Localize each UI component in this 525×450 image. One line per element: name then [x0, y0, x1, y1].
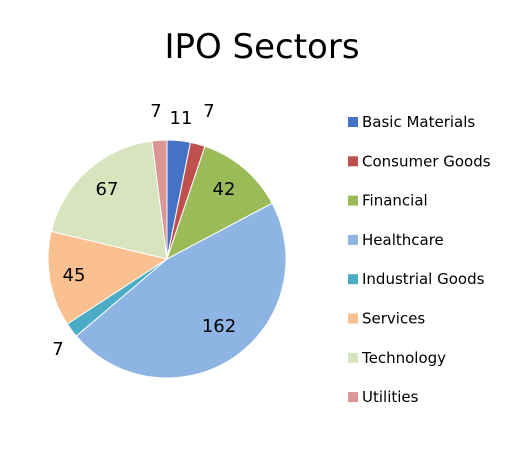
pie-slice-services	[47, 230, 169, 325]
pie	[47, 139, 287, 379]
legend-swatch-technology	[348, 352, 358, 363]
data-labels: 11 7 42 162 7 45 67 7	[52, 101, 236, 360]
legend-swatch-financial	[348, 195, 358, 206]
data-label-technology: 67	[96, 179, 119, 200]
legend-swatch-services	[348, 313, 358, 324]
legend-label-technology: Technology	[361, 349, 446, 367]
legend-label-industrial-goods: Industrial Goods	[362, 270, 485, 288]
legend-swatch-healthcare	[348, 234, 358, 245]
data-label-healthcare: 162	[202, 316, 236, 337]
legend-swatch-consumer-goods	[348, 156, 358, 167]
data-label-services: 45	[63, 265, 86, 286]
legend: Basic Materials Consumer Goods Financial He…	[348, 113, 491, 406]
legend-swatch-basic-materials	[348, 117, 358, 127]
data-label-consumer-goods: 7	[203, 101, 214, 122]
pie-slice-technology	[50, 140, 168, 260]
chart-title: IPO Sectors	[164, 27, 359, 67]
data-label-basic-materials: 11	[170, 108, 193, 129]
legend-label-utilities: Utilities	[362, 388, 419, 406]
legend-swatch-industrial-goods	[348, 274, 358, 285]
data-label-industrial-goods: 7	[52, 339, 63, 360]
data-label-utilities: 7	[150, 101, 161, 122]
legend-label-consumer-goods: Consumer Goods	[362, 152, 491, 170]
legend-label-basic-materials: Basic Materials	[362, 113, 475, 131]
pie-slice-financial	[166, 145, 273, 261]
pie-slice-utilities	[151, 139, 168, 260]
data-label-financial: 42	[213, 179, 236, 200]
legend-label-financial: Financial	[362, 192, 428, 210]
pie-slice-healthcare	[75, 202, 287, 379]
legend-swatch-utilities	[348, 392, 358, 403]
legend-label-healthcare: Healthcare	[362, 231, 444, 249]
legend-label-services: Services	[362, 310, 425, 328]
